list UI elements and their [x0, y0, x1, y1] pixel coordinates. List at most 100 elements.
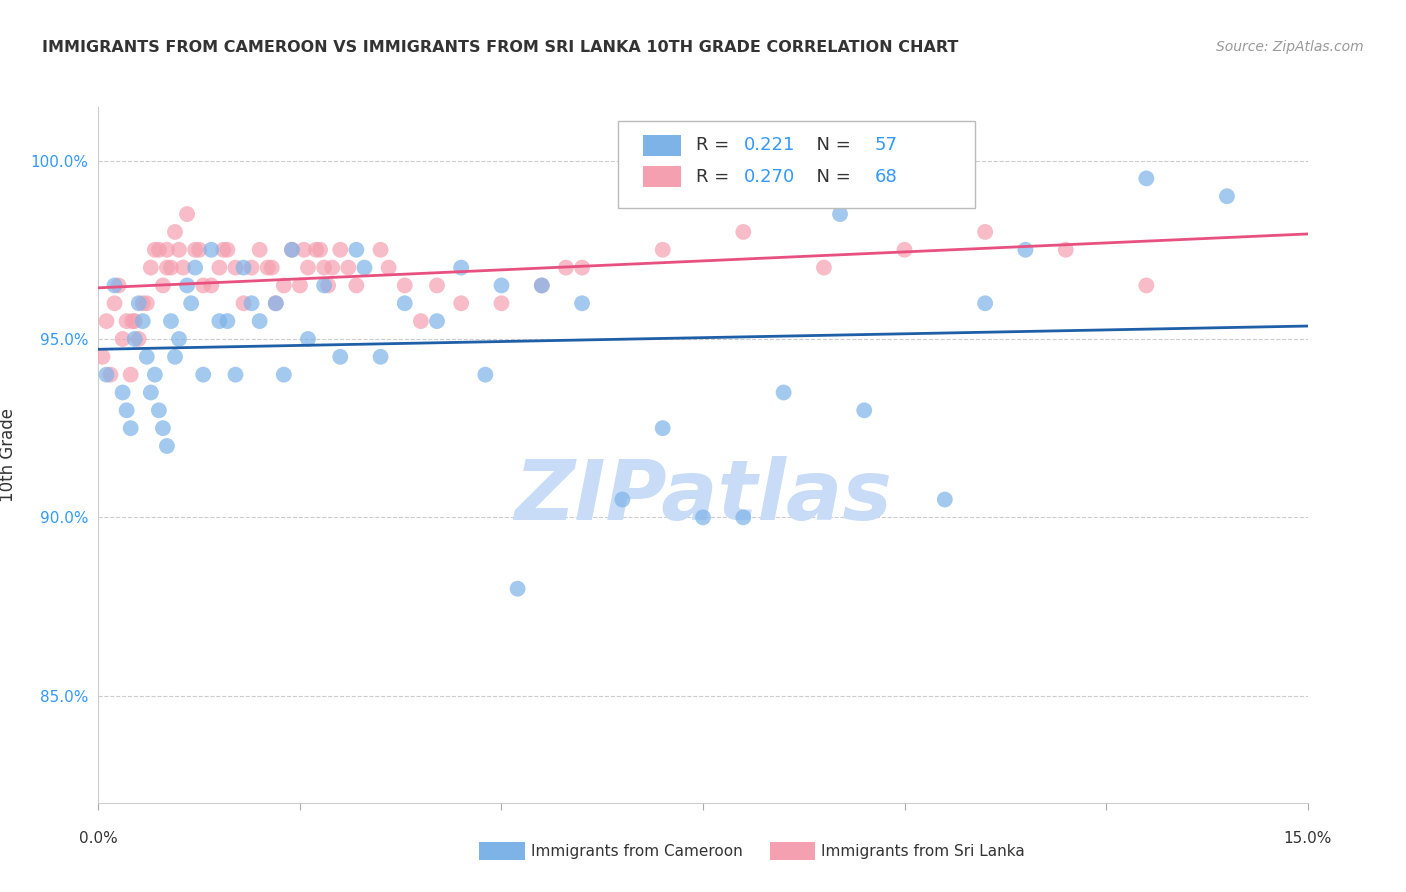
Text: 0.0%: 0.0% [79, 830, 118, 846]
Point [893, 243, 915, 257]
Point [240, 260, 263, 275]
Point [612, 492, 634, 507]
Point [152, 278, 174, 293]
Point [193, 368, 215, 382]
Text: 0.221: 0.221 [744, 136, 796, 154]
Point [1054, 243, 1077, 257]
Text: R =: R = [696, 136, 735, 154]
Point [297, 260, 319, 275]
Point [103, 296, 125, 310]
Point [1014, 243, 1036, 257]
Point [651, 421, 673, 435]
FancyBboxPatch shape [479, 842, 526, 860]
Point [530, 278, 553, 293]
Point [152, 421, 174, 435]
Point [128, 296, 150, 310]
Point [853, 403, 876, 417]
Point [156, 243, 179, 257]
Point [217, 243, 239, 257]
Point [121, 314, 143, 328]
Point [103, 278, 125, 293]
FancyBboxPatch shape [643, 135, 682, 156]
Point [394, 278, 416, 293]
Point [474, 368, 496, 382]
Point [193, 278, 215, 293]
Point [506, 582, 529, 596]
Point [249, 243, 271, 257]
Point [184, 260, 207, 275]
Point [571, 296, 593, 310]
Point [167, 243, 190, 257]
Point [297, 332, 319, 346]
Point [309, 243, 332, 257]
Point [156, 260, 179, 275]
Point [772, 385, 794, 400]
Point [163, 350, 186, 364]
Point [370, 243, 392, 257]
Point [160, 314, 183, 328]
Point [292, 243, 315, 257]
Point [100, 368, 122, 382]
Point [264, 296, 287, 310]
Point [143, 368, 166, 382]
Point [329, 350, 352, 364]
Point [111, 332, 134, 346]
Point [934, 492, 956, 507]
Point [124, 332, 146, 346]
Point [377, 260, 399, 275]
Point [232, 296, 254, 310]
Point [571, 260, 593, 275]
Point [224, 260, 246, 275]
Point [281, 243, 304, 257]
Point [1216, 189, 1239, 203]
Point [167, 332, 190, 346]
Point [321, 260, 343, 275]
Point [232, 260, 254, 275]
Point [200, 278, 222, 293]
Point [96, 314, 118, 328]
Point [273, 278, 295, 293]
Point [329, 243, 352, 257]
Text: N =: N = [804, 168, 856, 186]
Point [426, 278, 449, 293]
Point [135, 350, 157, 364]
Point [316, 278, 339, 293]
Y-axis label: 10th Grade: 10th Grade [0, 408, 17, 502]
Point [115, 314, 138, 328]
Point [555, 260, 578, 275]
Point [491, 278, 513, 293]
FancyBboxPatch shape [643, 166, 682, 187]
Point [353, 260, 375, 275]
Point [344, 243, 367, 257]
Point [120, 421, 142, 435]
Point [132, 296, 155, 310]
Point [132, 314, 155, 328]
Text: 68: 68 [875, 168, 897, 186]
Point [148, 403, 170, 417]
Point [160, 260, 183, 275]
Point [273, 368, 295, 382]
Point [256, 260, 278, 275]
Point [426, 314, 449, 328]
Point [974, 296, 997, 310]
Point [176, 278, 198, 293]
Point [111, 385, 134, 400]
Point [249, 314, 271, 328]
Point [188, 243, 211, 257]
Point [180, 296, 202, 310]
Point [314, 278, 336, 293]
Point [260, 260, 283, 275]
Point [143, 243, 166, 257]
Point [288, 278, 311, 293]
Point [156, 439, 179, 453]
Point [344, 278, 367, 293]
FancyBboxPatch shape [769, 842, 815, 860]
Point [813, 260, 835, 275]
Point [139, 385, 162, 400]
Text: Immigrants from Sri Lanka: Immigrants from Sri Lanka [821, 844, 1025, 859]
Point [240, 296, 263, 310]
Text: 0.270: 0.270 [744, 168, 796, 186]
Text: ZIPatlas: ZIPatlas [515, 456, 891, 537]
Point [733, 510, 755, 524]
Point [96, 368, 118, 382]
